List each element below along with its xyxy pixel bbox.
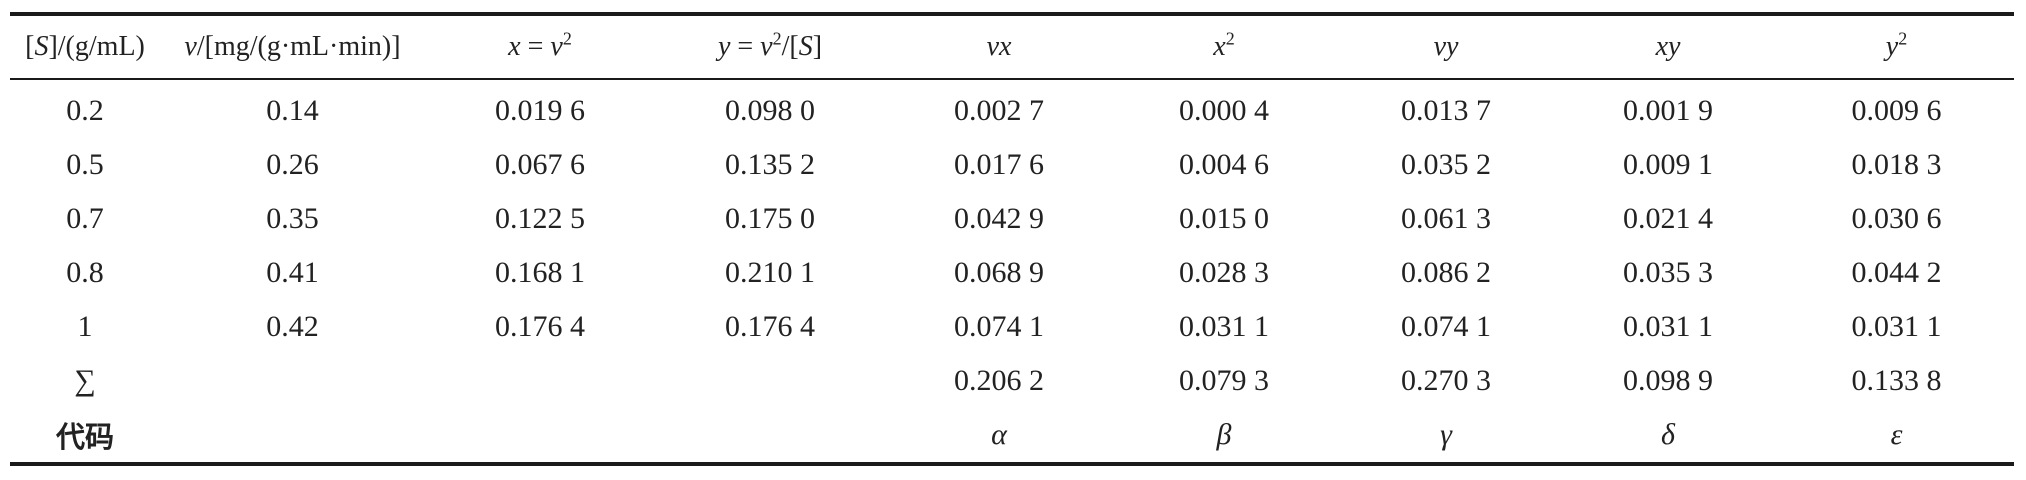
cell-substrate-conc: 0.7 [66,202,104,235]
cell-vx: 0.002 7 [954,94,1044,127]
sum-xy: 0.098 9 [1623,364,1713,397]
header-x: x = v2 [508,28,572,62]
cell-xy: 0.021 4 [1623,202,1713,235]
cell-x-squared: 0.031 1 [1179,310,1269,343]
empty-cell [425,354,655,408]
cell-x: 0.019 6 [495,94,585,127]
empty-cell [655,354,885,408]
cell-x: 0.067 6 [495,148,585,181]
code-row: 代码 α β γ δ ε [10,408,2014,462]
sum-y-squared: 0.133 8 [1851,364,1942,397]
cell-y: 0.176 4 [725,310,815,343]
calculation-table: [S]/(g/mL) v/[mg/(g·mL·min)] x = v2 y = … [10,16,2014,78]
cell-vy: 0.086 2 [1401,256,1491,289]
cell-y-squared: 0.030 6 [1851,202,1942,235]
sum-vy: 0.270 3 [1401,364,1491,397]
code-symbol-xy: δ [1661,418,1675,451]
header-y: y = v2/[S] [717,28,823,62]
cell-y-squared: 0.031 1 [1851,310,1942,343]
cell-velocity: 0.35 [266,202,319,235]
cell-x: 0.122 5 [495,202,585,235]
table-bottom-rule [10,462,2014,466]
cell-y: 0.175 0 [725,202,815,235]
table-row: 0.8 0.41 0.168 1 0.210 1 0.068 9 0.028 3 0.086… [10,246,2014,300]
empty-cell [425,408,655,462]
cell-velocity: 0.42 [266,310,319,343]
data-table-container: [S]/(g/mL) v/[mg/(g·mL·min)] x = v2 y = … [10,12,2014,466]
table-row: 1 0.42 0.176 4 0.176 4 0.074 1 0.031 1 0.074 1… [10,300,2014,354]
header-row: [S]/(g/mL) v/[mg/(g·mL·min)] x = v2 y = … [10,16,2014,78]
sum-vx: 0.206 2 [954,364,1044,397]
empty-cell [160,408,425,462]
cell-vx: 0.068 9 [954,256,1044,289]
cell-x: 0.168 1 [495,256,585,289]
cell-y-squared: 0.044 2 [1851,256,1942,289]
table-top-rule [10,12,2014,16]
cell-velocity: 0.26 [266,148,319,181]
header-y-squared: y2 [1885,28,1908,62]
empty-cell [160,354,425,408]
cell-substrate-conc: 1 [77,310,93,343]
header-x-squared: x2 [1213,28,1235,62]
cell-vx: 0.074 1 [954,310,1044,343]
sum-x-squared: 0.079 3 [1179,364,1269,397]
cell-vx: 0.042 9 [954,202,1044,235]
header-substrate-concentration: [S]/(g/mL) [25,31,145,62]
cell-y: 0.210 1 [725,256,815,289]
cell-substrate-conc: 0.2 [66,94,104,127]
cell-y: 0.098 0 [725,94,815,127]
cell-xy: 0.009 1 [1623,148,1713,181]
header-vx: vx [986,31,1012,62]
sum-row: ∑ 0.206 2 0.079 3 0.270 3 0.098 9 0.133 8 [10,354,2014,408]
cell-vx: 0.017 6 [954,148,1044,181]
cell-y-squared: 0.018 3 [1851,148,1942,181]
header-vy: vy [1433,31,1459,62]
cell-y-squared: 0.009 6 [1851,94,1942,127]
cell-substrate-conc: 0.8 [66,256,104,289]
calculation-table-body: 0.2 0.14 0.019 6 0.098 0 0.002 7 0.000 4 0.013… [10,80,2014,462]
cell-x-squared: 0.000 4 [1179,94,1269,127]
empty-cell [655,408,885,462]
cell-y: 0.135 2 [725,148,815,181]
cell-x: 0.176 4 [495,310,585,343]
cell-xy: 0.001 9 [1623,94,1713,127]
cell-xy: 0.031 1 [1623,310,1713,343]
cell-velocity: 0.41 [266,256,319,289]
code-label: 代码 [55,420,114,454]
cell-substrate-conc: 0.5 [66,148,104,181]
table-row: 0.2 0.14 0.019 6 0.098 0 0.002 7 0.000 4 0.013… [10,80,2014,138]
header-xy: xy [1655,31,1681,62]
cell-vy: 0.013 7 [1401,94,1491,127]
cell-x-squared: 0.015 0 [1179,202,1269,235]
table-row: 0.7 0.35 0.122 5 0.175 0 0.042 9 0.015 0 0.061… [10,192,2014,246]
sum-label: ∑ [74,364,96,397]
cell-x-squared: 0.004 6 [1179,148,1269,181]
header-velocity: v/[mg/(g·mL·min)] [184,31,401,62]
table-row: 0.5 0.26 0.067 6 0.135 2 0.017 6 0.004 6 0.035… [10,138,2014,192]
cell-xy: 0.035 3 [1623,256,1713,289]
cell-x-squared: 0.028 3 [1179,256,1269,289]
table-header-rule [10,78,2014,80]
code-symbol-y-squared: ε [1890,418,1903,451]
cell-vy: 0.035 2 [1401,148,1491,181]
code-symbol-vx: α [991,418,1007,451]
code-symbol-x-squared: β [1216,418,1232,451]
cell-vy: 0.061 3 [1401,202,1491,235]
code-symbol-vy: γ [1440,418,1452,451]
cell-velocity: 0.14 [266,94,319,127]
cell-vy: 0.074 1 [1401,310,1491,343]
